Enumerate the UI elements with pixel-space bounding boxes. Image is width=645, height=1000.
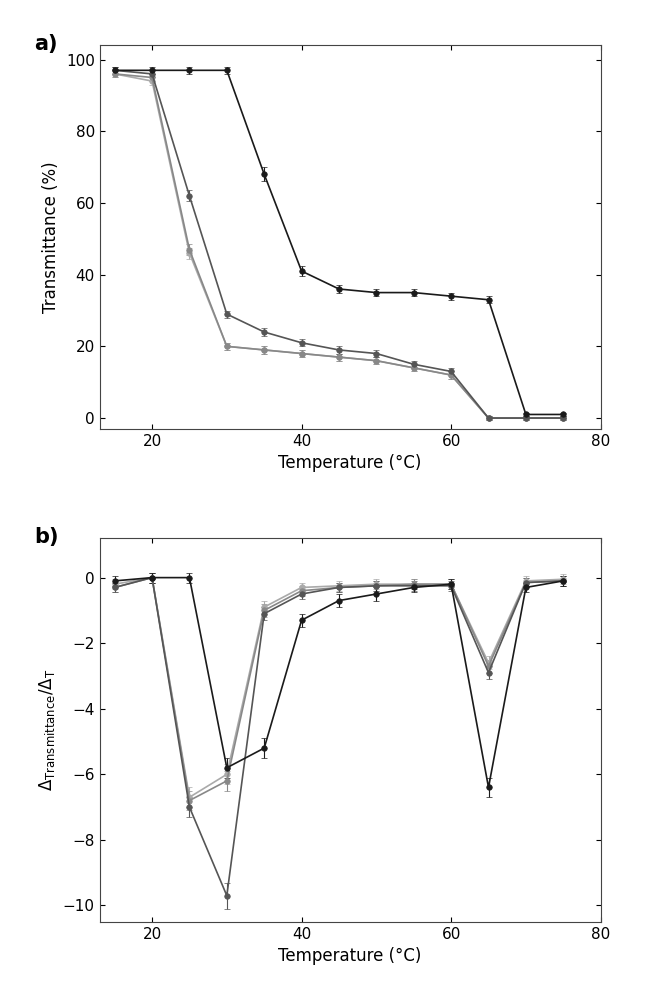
Text: b): b)	[35, 527, 59, 547]
X-axis label: Temperature (°C): Temperature (°C)	[279, 947, 422, 965]
X-axis label: Temperature (°C): Temperature (°C)	[279, 454, 422, 472]
Y-axis label: Transmittance (%): Transmittance (%)	[43, 161, 61, 313]
Text: a): a)	[35, 34, 58, 54]
Y-axis label: $\Delta_{\mathrm{Transmittance}}/\Delta_{\mathrm{T}}$: $\Delta_{\mathrm{Transmittance}}/\Delta_…	[37, 669, 57, 791]
